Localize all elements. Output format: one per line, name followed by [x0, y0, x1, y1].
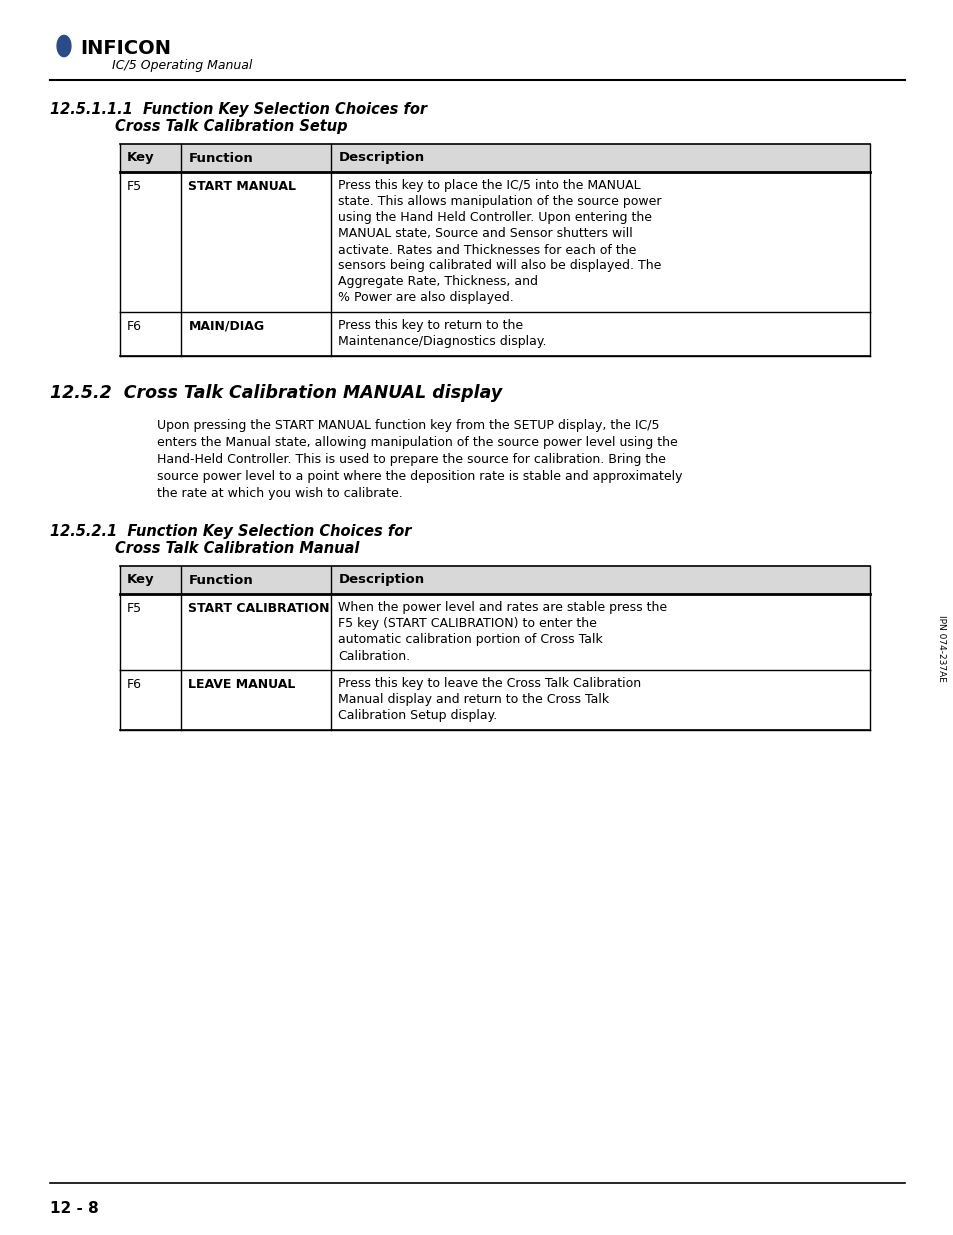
Text: F6: F6: [127, 320, 142, 332]
Text: IPN 074-237AE: IPN 074-237AE: [937, 615, 945, 682]
Text: automatic calibration portion of Cross Talk: automatic calibration portion of Cross T…: [338, 634, 602, 646]
Text: Description: Description: [338, 152, 424, 164]
Text: START MANUAL: START MANUAL: [189, 179, 296, 193]
Text: Upon pressing the START MANUAL function key from the SETUP display, the IC/5: Upon pressing the START MANUAL function …: [157, 419, 659, 432]
Text: 12.5.1.1.1  Function Key Selection Choices for: 12.5.1.1.1 Function Key Selection Choice…: [50, 103, 427, 117]
Text: Cross Talk Calibration Manual: Cross Talk Calibration Manual: [115, 541, 359, 556]
Text: INFICON: INFICON: [80, 38, 171, 58]
Text: Aggregate Rate, Thickness, and: Aggregate Rate, Thickness, and: [338, 275, 537, 289]
Text: Function: Function: [189, 573, 253, 587]
Text: START CALIBRATION: START CALIBRATION: [189, 601, 330, 615]
Text: 12.5.2.1  Function Key Selection Choices for: 12.5.2.1 Function Key Selection Choices …: [50, 524, 411, 538]
Text: Hand-Held Controller. This is used to prepare the source for calibration. Bring : Hand-Held Controller. This is used to pr…: [157, 453, 665, 466]
Text: Key: Key: [127, 152, 154, 164]
Text: the rate at which you wish to calibrate.: the rate at which you wish to calibrate.: [157, 487, 402, 500]
Text: F5: F5: [127, 601, 142, 615]
Text: source power level to a point where the deposition rate is stable and approximat: source power level to a point where the …: [157, 471, 681, 483]
Text: Function: Function: [189, 152, 253, 164]
Text: F5: F5: [127, 179, 142, 193]
Text: activate. Rates and Thicknesses for each of the: activate. Rates and Thicknesses for each…: [338, 243, 637, 257]
Text: Press this key to leave the Cross Talk Calibration: Press this key to leave the Cross Talk C…: [338, 678, 641, 690]
Polygon shape: [57, 36, 71, 57]
Text: F5 key (START CALIBRATION) to enter the: F5 key (START CALIBRATION) to enter the: [338, 618, 597, 631]
Text: 12 - 8: 12 - 8: [50, 1200, 99, 1216]
Text: Press this key to place the IC/5 into the MANUAL: Press this key to place the IC/5 into th…: [338, 179, 640, 193]
Text: state. This allows manipulation of the source power: state. This allows manipulation of the s…: [338, 195, 661, 209]
Text: IC/5 Operating Manual: IC/5 Operating Manual: [112, 59, 253, 73]
Text: 12.5.2  Cross Talk Calibration MANUAL display: 12.5.2 Cross Talk Calibration MANUAL dis…: [50, 384, 501, 403]
Text: Maintenance/Diagnostics display.: Maintenance/Diagnostics display.: [338, 336, 546, 348]
Text: MAIN/DIAG: MAIN/DIAG: [189, 320, 264, 332]
Text: Cross Talk Calibration Setup: Cross Talk Calibration Setup: [115, 119, 347, 135]
Text: Press this key to return to the: Press this key to return to the: [338, 320, 523, 332]
Text: using the Hand Held Controller. Upon entering the: using the Hand Held Controller. Upon ent…: [338, 211, 652, 225]
Text: Calibration Setup display.: Calibration Setup display.: [338, 709, 497, 722]
Text: Description: Description: [338, 573, 424, 587]
Bar: [120, 144, 869, 172]
Text: Manual display and return to the Cross Talk: Manual display and return to the Cross T…: [338, 694, 609, 706]
Text: sensors being calibrated will also be displayed. The: sensors being calibrated will also be di…: [338, 259, 661, 273]
Bar: [120, 566, 869, 594]
Text: MANUAL state, Source and Sensor shutters will: MANUAL state, Source and Sensor shutters…: [338, 227, 633, 241]
Text: enters the Manual state, allowing manipulation of the source power level using t: enters the Manual state, allowing manipu…: [157, 436, 677, 450]
Text: F6: F6: [127, 678, 142, 690]
Text: % Power are also displayed.: % Power are also displayed.: [338, 291, 514, 305]
Text: LEAVE MANUAL: LEAVE MANUAL: [189, 678, 295, 690]
Text: When the power level and rates are stable press the: When the power level and rates are stabl…: [338, 601, 667, 615]
Text: Calibration.: Calibration.: [338, 650, 410, 662]
Text: Key: Key: [127, 573, 154, 587]
